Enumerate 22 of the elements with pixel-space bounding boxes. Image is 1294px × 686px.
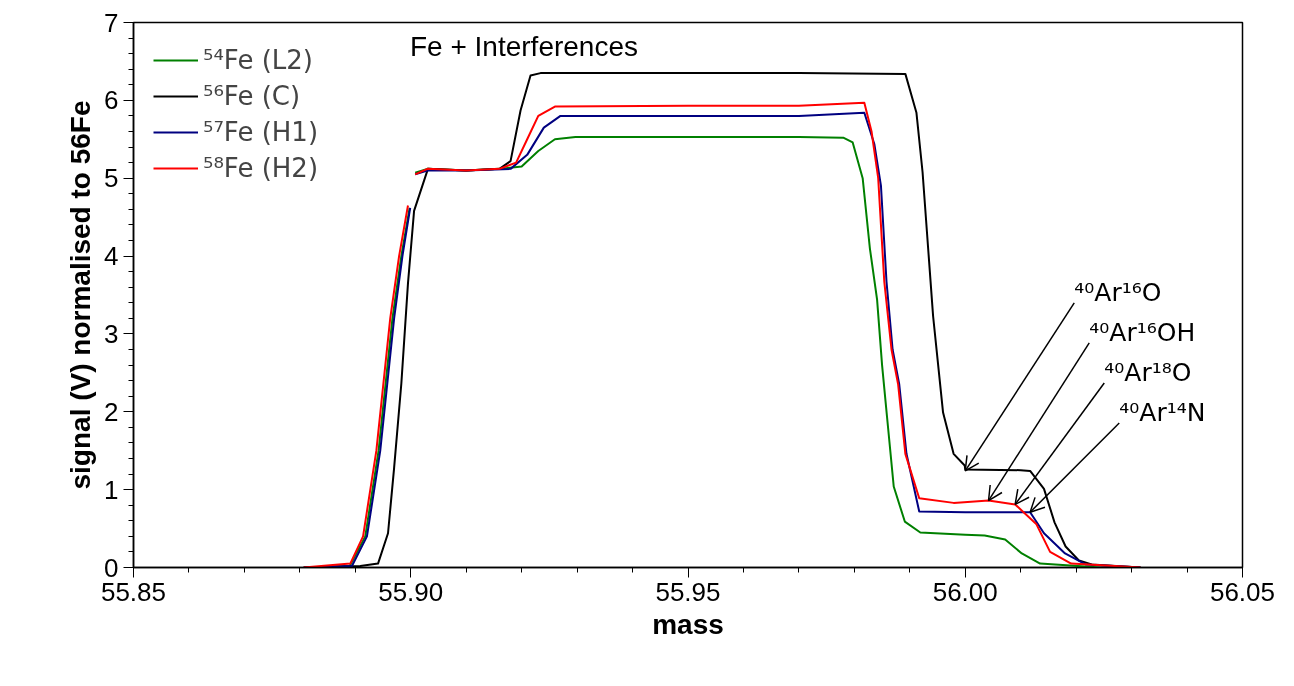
x-tick-label: 55.90: [378, 576, 444, 607]
x-tick-label: 55.95: [655, 576, 721, 607]
legend-label: ⁵⁴Fe (L2): [203, 44, 313, 77]
legend-label: ⁵⁶Fe (C): [203, 80, 301, 113]
y-tick-label: 1: [104, 474, 119, 505]
annotation: Fe + Interferences: [409, 30, 639, 62]
annotation: ⁴⁰Ar¹⁶O: [1074, 277, 1162, 307]
annotation: ⁴⁰Ar¹⁸O: [1104, 357, 1192, 387]
y-tick-label: 5: [104, 163, 119, 194]
y-tick-label: 4: [104, 241, 119, 272]
y-tick-label: 3: [104, 318, 119, 349]
y-tick-label: 6: [104, 85, 119, 116]
y-tick-label: 2: [104, 396, 119, 427]
x-tick-label: 56.00: [932, 576, 998, 607]
annotation: ⁴⁰Ar¹⁶OH: [1089, 317, 1196, 347]
legend-label: ⁵⁷Fe (H1): [203, 116, 319, 149]
x-axis-title: mass: [652, 608, 724, 640]
y-axis-title: signal (V) normalised to 56Fe: [65, 100, 97, 490]
annotation: ⁴⁰Ar¹⁴N: [1119, 397, 1206, 427]
legend-label: ⁵⁸Fe (H2): [203, 152, 319, 185]
y-tick-label: 7: [104, 7, 119, 38]
x-tick-label: 56.05: [1209, 576, 1276, 607]
